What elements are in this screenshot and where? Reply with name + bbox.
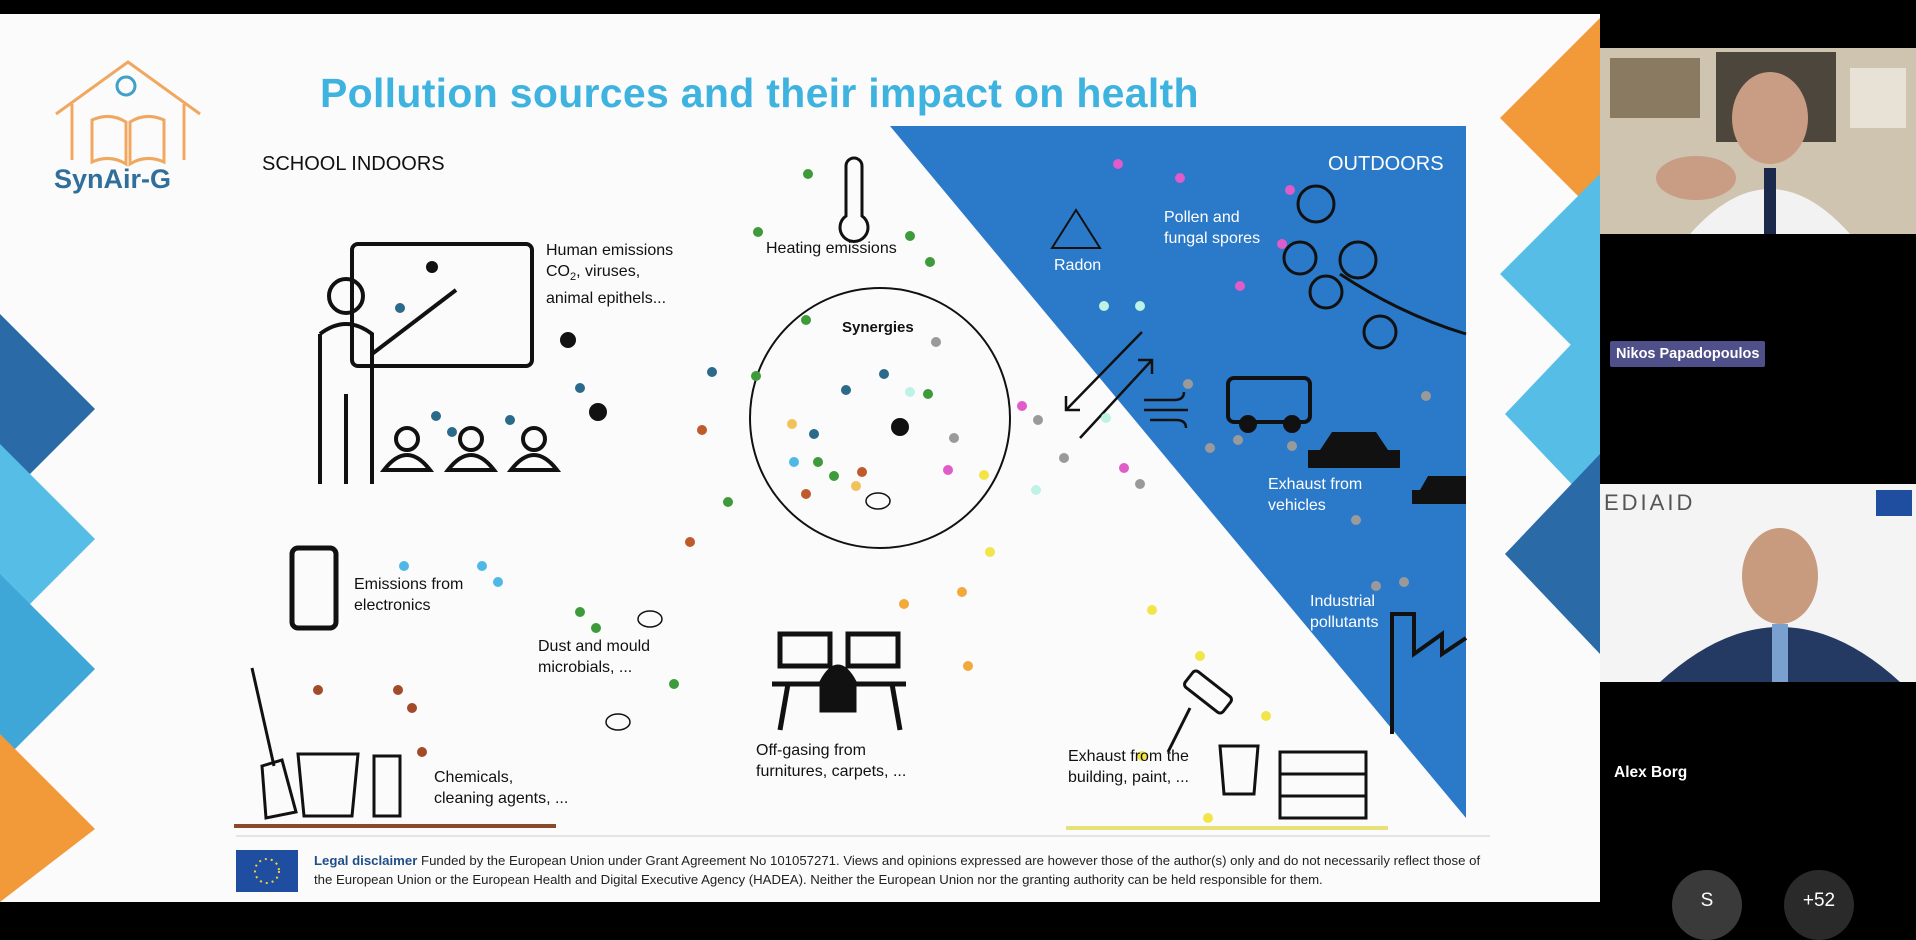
students-icon — [379, 426, 562, 472]
second-participant-video[interactable]: EDIAID — [1600, 484, 1916, 682]
label-electronics: Emissions from electronics — [354, 576, 464, 614]
participant-avatar[interactable]: S — [1672, 870, 1742, 940]
second-participant-name: Alex Borg — [1614, 764, 1688, 781]
ediaid-logo: EDIAID — [1604, 490, 1695, 515]
phone-icon — [289, 545, 339, 631]
slide-title: Pollution sources and their impact on he… — [320, 70, 1199, 116]
synair-logo-text: SynAir-G — [54, 164, 172, 194]
cleaning-supplies-icon — [250, 667, 402, 820]
teacher-board-icon — [318, 242, 534, 484]
right-orange-diamond — [1500, 18, 1600, 218]
right-light-diamond — [1500, 174, 1600, 374]
speaker-figure — [1600, 48, 1916, 234]
flowers-icon — [1282, 184, 1467, 350]
left-orange-diamond — [0, 734, 95, 902]
synergies-label: Synergies — [842, 319, 914, 336]
particle-dots — [313, 159, 1431, 823]
radon-icon — [1050, 208, 1102, 249]
virus-icon — [426, 261, 909, 436]
speaker-video[interactable] — [1600, 48, 1916, 234]
left-light-diamond — [0, 444, 95, 634]
outdoor-heading: OUTDOORS — [1328, 153, 1444, 175]
wind-icon — [1144, 391, 1188, 429]
legal-disclaimer: Legal disclaimer Funded by the European … — [314, 853, 1481, 887]
right-light-diamond-2 — [1505, 314, 1600, 514]
label-building: Exhaust from the building, paint, ... — [1068, 748, 1189, 786]
indoor-heading: SCHOOL INDOORS — [262, 153, 445, 175]
paint-roller-icon — [1166, 669, 1368, 820]
label-human-emissions: Human emissions CO2, viruses, animal epi… — [546, 242, 674, 308]
synergies-circle — [749, 287, 1011, 549]
label-industrial: Industrial pollutants — [1310, 593, 1379, 631]
synair-logo-icon — [55, 60, 201, 167]
microbe-icon — [605, 492, 891, 731]
desks-chair-icon — [772, 631, 906, 731]
label-dust: Dust and mould microbials, ... — [538, 638, 651, 676]
factory-icon — [1390, 612, 1468, 734]
double-arrow-icon — [1064, 331, 1154, 439]
speaker-name-tag: Nikos Papadopoulos — [1610, 341, 1766, 367]
left-mid-diamond — [0, 574, 95, 764]
eu-flag-icon — [236, 850, 298, 892]
shared-slide: SynAir-G Pollution sources and their imp… — [0, 14, 1600, 902]
top-black-bar — [0, 0, 1916, 14]
label-radon: Radon — [1054, 257, 1102, 274]
label-vehicles: Exhaust from vehicles — [1268, 476, 1363, 514]
label-offgas: Off-gasing from furnitures, carpets, ... — [756, 742, 907, 780]
right-dark-diamond — [1505, 454, 1600, 654]
more-participants-count[interactable]: +52 — [1784, 870, 1854, 940]
thermometer-icon — [838, 156, 870, 243]
label-pollen: Pollen and fungal spores — [1164, 209, 1261, 247]
bus-icon — [1226, 376, 1312, 433]
second-participant-figure: EDIAID — [1600, 484, 1916, 682]
slide-graphics — [0, 18, 1600, 902]
car-icon-2 — [1412, 476, 1466, 504]
car-icon — [1308, 432, 1400, 468]
participants-panel: Nikos Papadopoulos EDIAID Alex Borg S +5… — [1600, 14, 1916, 940]
label-heating: Heating emissions — [766, 240, 897, 257]
label-chemicals: Chemicals, cleaning agents, ... — [434, 769, 569, 807]
outdoors-triangle — [890, 126, 1466, 818]
left-dark-diamond — [0, 314, 95, 504]
